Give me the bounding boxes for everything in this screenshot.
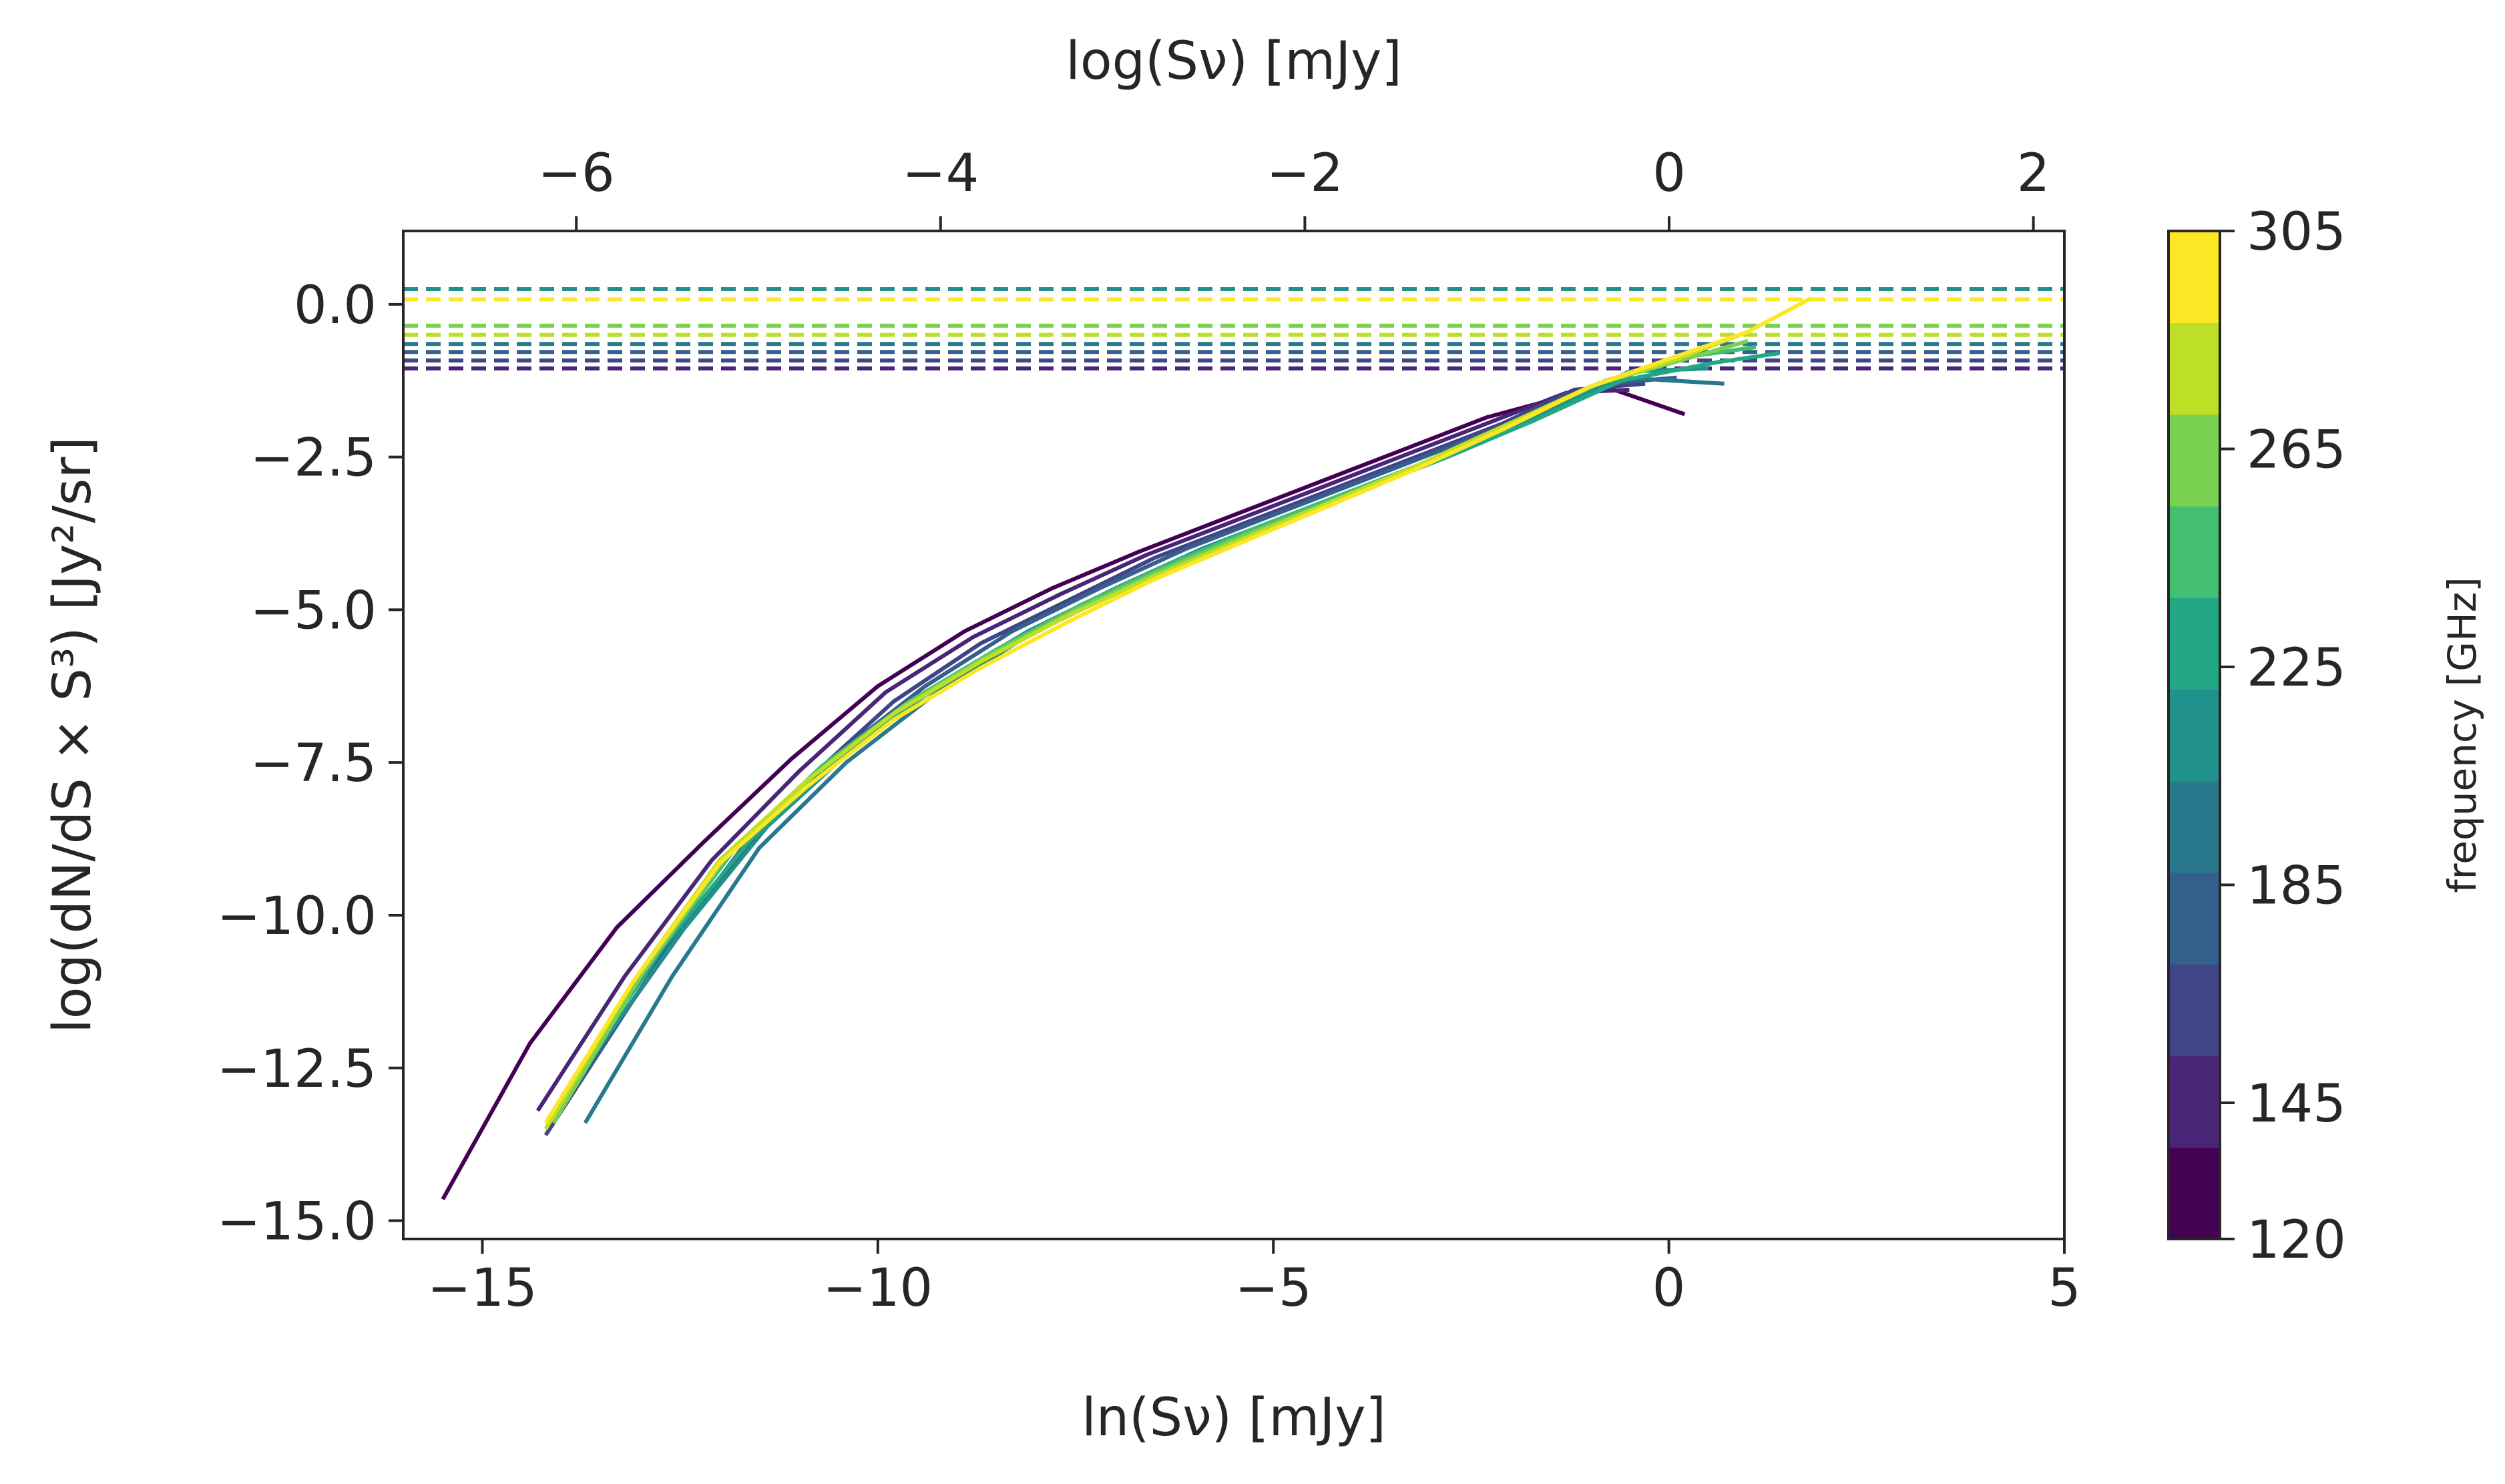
- colorbar-segment: [2169, 1055, 2220, 1148]
- series-line-6: [576, 351, 1780, 1075]
- series-line-9: [543, 332, 1741, 1130]
- colorbar-segment: [2169, 689, 2220, 782]
- colorbar-segment: [2169, 322, 2220, 415]
- top-x-axis-label: log(Sν) [mJy]: [1066, 31, 1402, 91]
- series-line-2: [543, 381, 1646, 1137]
- top-tick-label: −6: [538, 144, 615, 204]
- top-tick-label: −4: [902, 144, 979, 204]
- colorbar-segment: [2169, 597, 2220, 690]
- series-line-7: [559, 344, 1757, 1106]
- colorbar-segment: [2169, 505, 2220, 598]
- x-axis-label: ln(Sν) [mJy]: [1082, 1388, 1386, 1448]
- colorbar-segment: [2169, 231, 2220, 324]
- top-tick-label: 2: [2017, 144, 2050, 204]
- colorbar-tick-label: 225: [2247, 638, 2346, 698]
- colorbar-segment: [2169, 872, 2220, 965]
- dashed-reference-lines: [403, 286, 2064, 370]
- plot-frame: [402, 230, 2066, 1240]
- top-x-axis: −6 −4 −2 0 2: [538, 144, 2050, 231]
- series-line-8: [551, 338, 1749, 1124]
- y-axis: 0.0 −2.5 −5.0 −7.5 −10.0 −12.5 −15.0: [217, 276, 403, 1252]
- x-tick-label: −10: [823, 1258, 933, 1318]
- colorbar-segment: [2169, 780, 2220, 873]
- colorbar-segment: [2169, 964, 2220, 1057]
- series-line-10: [543, 296, 1813, 1124]
- y-tick-label: −5.0: [250, 581, 377, 641]
- y-tick-label: 0.0: [294, 276, 377, 336]
- y-axis-label: log(dN/dS × S³) [Jy²/sr]: [43, 437, 103, 1033]
- colorbar-tick-label: 120: [2247, 1210, 2346, 1270]
- bottom-x-axis: −15 −10 −5 0 5: [427, 1239, 2081, 1318]
- colorbar-tick-label: 305: [2247, 202, 2346, 262]
- y-tick-label: −2.5: [250, 429, 377, 489]
- colorbar-segment: [2169, 414, 2220, 507]
- y-tick-label: −10.0: [217, 887, 377, 947]
- colorbar-segment: [2169, 1147, 2220, 1240]
- top-tick-label: −2: [1267, 144, 1343, 204]
- y-tick-label: −12.5: [217, 1039, 377, 1099]
- x-tick-label: 5: [2048, 1258, 2081, 1318]
- colorbar-tick-label: 265: [2247, 420, 2346, 480]
- colorbar-label: frequency [GHz]: [2440, 577, 2485, 893]
- colorbar-frame: [2167, 230, 2221, 1240]
- y-tick-label: −15.0: [217, 1192, 377, 1252]
- x-tick-label: −15: [427, 1258, 537, 1318]
- colorbar: 120 145 185 225 265 305: [2167, 202, 2346, 1270]
- series-line-5: [591, 366, 1709, 1057]
- x-tick-label: 0: [1652, 1258, 1686, 1318]
- colorbar-tick-label: 185: [2247, 856, 2346, 916]
- series-line-4: [583, 375, 1725, 1124]
- top-tick-label: 0: [1652, 144, 1686, 204]
- colorbar-tick-label: 145: [2247, 1074, 2346, 1134]
- series-lines: [441, 296, 1813, 1200]
- x-tick-label: −5: [1235, 1258, 1312, 1318]
- series-line-0: [441, 385, 1686, 1200]
- series-line-1: [535, 387, 1630, 1112]
- series-line-3: [576, 375, 1677, 1087]
- y-tick-label: −7.5: [250, 734, 377, 794]
